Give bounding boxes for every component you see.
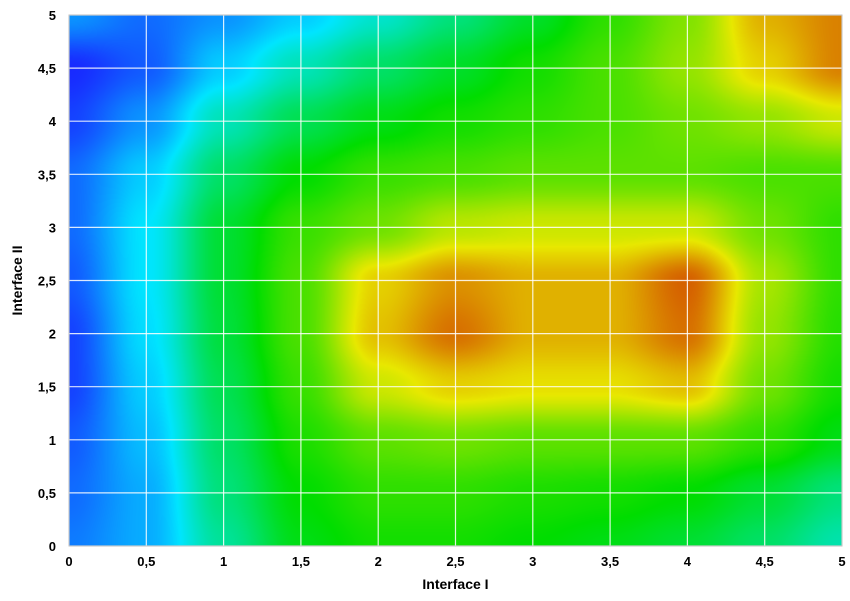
- y-tick-label: 4: [49, 114, 57, 129]
- y-tick-label: 0: [49, 539, 56, 554]
- x-tick-label: 4,5: [756, 554, 774, 569]
- y-tick-label: 3,5: [38, 167, 56, 182]
- x-tick-label: 5: [838, 554, 845, 569]
- y-tick-label: 3: [49, 220, 56, 235]
- x-tick-label: 3,5: [601, 554, 619, 569]
- x-tick-label: 3: [529, 554, 536, 569]
- x-axis-title: Interface I: [422, 576, 488, 592]
- x-tick-label: 0,5: [137, 554, 155, 569]
- y-axis-title: Interface II: [9, 245, 25, 315]
- plot-frame: [68, 14, 843, 547]
- y-tick-labels: 0 0,5 1 1,5 2 2,5 3 3,5 4 4,5 5: [38, 8, 57, 554]
- x-tick-label: 4: [684, 554, 692, 569]
- y-tick-label: 4,5: [38, 61, 56, 76]
- y-tick-label: 5: [49, 8, 56, 23]
- y-tick-label: 2: [49, 327, 56, 342]
- x-tick-label: 1: [220, 554, 227, 569]
- y-tick-label: 1: [49, 433, 56, 448]
- x-tick-labels: 0 0,5 1 1,5 2 2,5 3 3,5 4 4,5 5: [65, 554, 845, 569]
- x-tick-label: 2: [375, 554, 382, 569]
- x-tick-label: 2,5: [446, 554, 464, 569]
- y-tick-label: 2,5: [38, 274, 56, 289]
- x-tick-label: 0: [65, 554, 72, 569]
- y-tick-label: 1,5: [38, 380, 56, 395]
- x-tick-label: 1,5: [292, 554, 310, 569]
- y-tick-label: 0,5: [38, 486, 56, 501]
